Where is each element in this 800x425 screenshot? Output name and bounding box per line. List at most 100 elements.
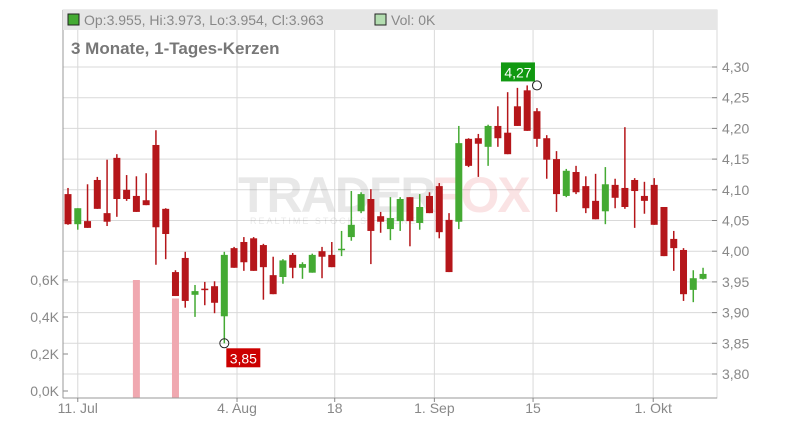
header-bar: Op:3.955, Hi:3.973, Lo:3.954, Cl:3.963 V… bbox=[63, 10, 717, 30]
candle-body bbox=[543, 138, 551, 160]
candle-body bbox=[553, 159, 560, 195]
price-tick-label: 3,80 bbox=[722, 366, 749, 382]
volume-tick-label: 0,6K bbox=[30, 272, 59, 288]
candle-body bbox=[279, 260, 287, 277]
low-marker bbox=[219, 338, 230, 349]
candle bbox=[435, 183, 443, 239]
candle bbox=[465, 138, 473, 168]
candle-body bbox=[230, 248, 238, 268]
volume-tick-label: 0,0K bbox=[30, 383, 59, 399]
candle-body bbox=[220, 254, 228, 317]
candle-body bbox=[396, 199, 404, 222]
volume-axis: 0,0K 0,2K 0,4K 0,6K bbox=[30, 10, 68, 399]
candle-body bbox=[504, 132, 512, 155]
candle bbox=[347, 191, 355, 241]
price-tick-label: 4,25 bbox=[722, 90, 749, 106]
candle-body bbox=[171, 272, 179, 297]
candle-body bbox=[259, 245, 267, 268]
candle-body bbox=[250, 238, 258, 271]
candle bbox=[308, 253, 316, 273]
candle-body bbox=[455, 143, 463, 222]
volume-tick-label: 0,2K bbox=[30, 346, 59, 362]
candle-body bbox=[425, 195, 433, 214]
candle-body bbox=[631, 179, 639, 192]
high-label: 4,27 bbox=[504, 64, 531, 80]
candle bbox=[445, 213, 453, 273]
candle-body bbox=[445, 219, 453, 273]
volume-bar bbox=[171, 298, 179, 398]
candle bbox=[592, 173, 600, 220]
candle bbox=[298, 262, 306, 279]
candle-body bbox=[680, 249, 688, 295]
candle bbox=[494, 106, 502, 147]
candle bbox=[259, 243, 267, 300]
volume-tick-label: 0,4K bbox=[30, 309, 59, 325]
candle bbox=[74, 208, 82, 230]
candle-body bbox=[328, 254, 336, 268]
candle-body bbox=[533, 111, 541, 139]
watermark-logo: TRADER FOX REALTIME STOCK SCREENER bbox=[238, 167, 532, 226]
candle bbox=[377, 211, 385, 233]
price-tick-label: 4,10 bbox=[722, 182, 749, 198]
volume-readout: Vol: 0K bbox=[391, 12, 436, 28]
candle bbox=[611, 178, 619, 209]
candle bbox=[220, 251, 228, 344]
price-tick-label: 3,95 bbox=[722, 274, 749, 290]
candle-body bbox=[601, 184, 609, 212]
candle bbox=[416, 194, 424, 230]
candle bbox=[553, 151, 560, 212]
candle bbox=[455, 125, 463, 230]
svg-text:TRADER: TRADER bbox=[238, 167, 436, 223]
price-tick-label: 3,90 bbox=[722, 305, 749, 321]
candle bbox=[504, 92, 512, 155]
candle bbox=[513, 87, 521, 126]
candle bbox=[113, 154, 121, 217]
x-tick-label: 4. Aug bbox=[217, 400, 257, 416]
low-label-box bbox=[226, 348, 261, 368]
candle-body bbox=[592, 200, 600, 220]
candle bbox=[240, 237, 248, 271]
candle-body bbox=[201, 288, 209, 291]
candle-body bbox=[142, 200, 150, 206]
x-tick-label: 15 bbox=[525, 400, 541, 416]
high-marker bbox=[531, 80, 542, 91]
candle-body bbox=[84, 221, 92, 228]
volume-bars bbox=[132, 280, 179, 398]
candle-body bbox=[494, 125, 502, 139]
candle bbox=[689, 270, 697, 303]
candle-body bbox=[289, 254, 297, 268]
candle bbox=[572, 165, 580, 195]
ohlc-readout: Op:3.955, Hi:3.973, Lo:3.954, Cl:3.963 bbox=[84, 12, 324, 28]
volume-bar bbox=[132, 280, 140, 398]
candle bbox=[425, 192, 433, 214]
candle bbox=[621, 127, 629, 209]
candle-body bbox=[699, 273, 707, 279]
candle bbox=[543, 135, 551, 179]
candle-body bbox=[523, 90, 531, 131]
candle-body bbox=[64, 194, 72, 225]
price-tick-label: 4,00 bbox=[722, 243, 749, 259]
x-axis: 11. Jul 4. Aug 18 1. Sep 15 1. Okt bbox=[58, 397, 717, 416]
candle bbox=[699, 267, 707, 280]
candle-legend-icon bbox=[67, 13, 80, 26]
candles bbox=[64, 85, 707, 344]
candle bbox=[171, 270, 179, 297]
candle-body bbox=[572, 171, 580, 193]
volume-legend-icon bbox=[374, 13, 387, 26]
candle bbox=[484, 124, 492, 166]
candle-body bbox=[367, 199, 375, 231]
candle-body bbox=[513, 106, 521, 126]
candle bbox=[152, 130, 160, 265]
candle bbox=[601, 167, 609, 225]
candle bbox=[640, 181, 648, 214]
price-tick-label: 4,30 bbox=[722, 59, 749, 75]
candle-body bbox=[298, 264, 306, 268]
candle-body bbox=[74, 208, 82, 225]
candle bbox=[289, 253, 297, 279]
chart-title: 3 Monate, 1-Tages-Kerzen bbox=[71, 39, 279, 58]
candle-body bbox=[689, 278, 697, 290]
candle-body bbox=[582, 186, 590, 209]
candle bbox=[367, 189, 375, 265]
price-axis: 3,80 3,85 3,90 3,95 4,00 4,05 4,10 4,15 4,20 4,25… bbox=[712, 59, 749, 382]
